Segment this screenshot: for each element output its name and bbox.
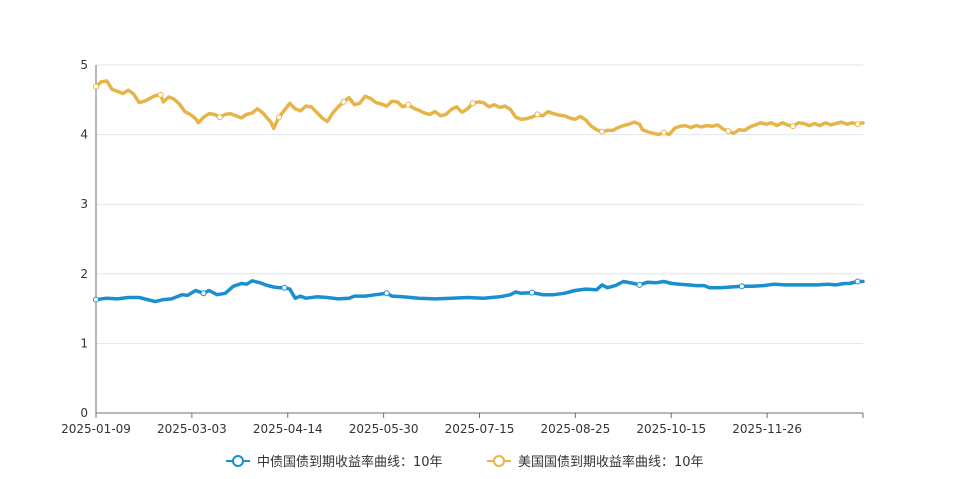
series-point — [725, 128, 732, 135]
x-tick-label: 2025-05-30 — [349, 422, 419, 436]
x-axis-ticks: 2025-01-09 2025-03-03 2025-04-14 2025-05-30… — [61, 413, 864, 436]
legend-item-us[interactable]: 美国国债到期收益率曲线：10年 — [487, 454, 704, 470]
series-point — [157, 91, 164, 98]
legend[interactable]: 中债国债到期收益率曲线：10年 美国国债到期收益率曲线：10年 — [226, 454, 704, 470]
series-point — [216, 114, 223, 121]
series-point — [636, 281, 643, 288]
legend-swatch-marker-cn — [232, 455, 244, 467]
series-point — [340, 98, 347, 105]
legend-item-cn[interactable]: 中债国债到期收益率曲线：10年 — [226, 454, 443, 470]
y-tick-label: 2 — [80, 267, 88, 281]
x-tick-label: 2025-07-15 — [445, 422, 515, 436]
series-point — [276, 114, 282, 121]
axes — [95, 65, 863, 414]
x-tick-label: 2025-08-25 — [541, 422, 611, 436]
series-group — [93, 79, 865, 304]
y-tick-label: 1 — [80, 336, 88, 350]
series-point — [660, 129, 667, 136]
y-tick-label: 4 — [80, 128, 88, 142]
grid-lines — [96, 64, 863, 344]
series-point — [469, 100, 476, 107]
legend-swatch-marker-us — [493, 455, 505, 467]
y-tick-label: 3 — [80, 197, 88, 211]
series-point — [200, 290, 207, 297]
series-point — [738, 283, 745, 290]
series-point — [599, 128, 605, 135]
series-point — [383, 290, 390, 297]
x-tick-label: 2025-10-15 — [636, 422, 706, 436]
y-axis-ticks: 0 1 2 3 4 5 — [80, 58, 88, 420]
series-point — [405, 101, 412, 108]
series-point — [529, 289, 535, 296]
series-point — [93, 296, 99, 303]
x-tick-label: 2025-03-03 — [157, 422, 227, 436]
series-point — [854, 121, 861, 128]
legend-label-us: 美国国债到期收益率曲线：10年 — [518, 454, 704, 470]
series-point — [93, 83, 99, 90]
x-tick-label: 2025-04-14 — [253, 422, 323, 436]
series-point — [790, 123, 796, 130]
y-tick-label: 5 — [80, 58, 88, 72]
series-line-cn[interactable] — [94, 279, 865, 304]
legend-label-cn: 中债国债到期收益率曲线：10年 — [257, 454, 443, 470]
series-line-us[interactable] — [94, 79, 865, 137]
x-tick-label: 2025-11-26 — [732, 422, 802, 436]
series-point — [534, 111, 541, 118]
series-point — [281, 284, 288, 291]
y-tick-label: 0 — [80, 406, 88, 420]
series-point — [854, 278, 861, 285]
x-tick-label: 2025-01-09 — [61, 422, 131, 436]
